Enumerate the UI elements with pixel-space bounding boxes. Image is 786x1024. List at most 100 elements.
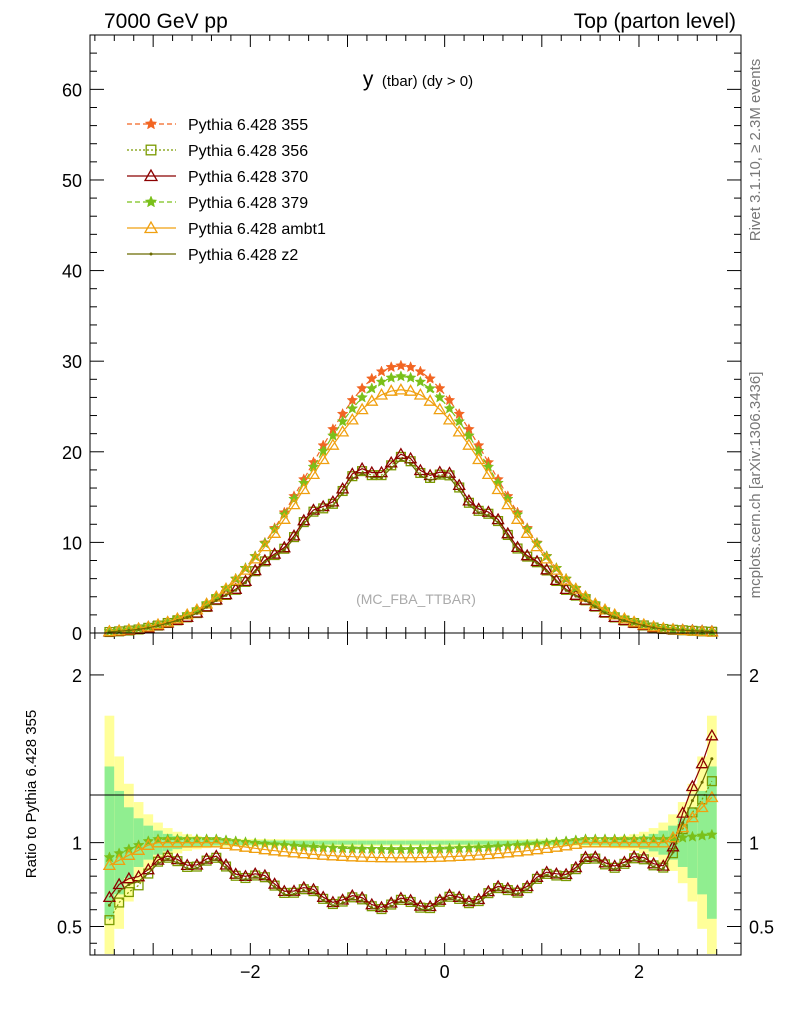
data-point — [559, 573, 573, 585]
ratio-point — [127, 882, 131, 886]
data-point — [277, 512, 291, 524]
ratio-point — [549, 840, 564, 852]
ratio-point — [506, 890, 510, 894]
data-point — [671, 628, 675, 632]
legend-marker — [144, 195, 158, 208]
data-point — [394, 382, 408, 395]
x-tick-label: 0 — [440, 962, 450, 982]
ratio-point — [705, 828, 718, 840]
data-point — [520, 526, 534, 538]
ratio-point — [297, 846, 311, 859]
ratio-point — [413, 850, 428, 863]
data-point — [375, 365, 388, 377]
ratio-point — [267, 843, 282, 856]
ratio-point — [564, 876, 568, 880]
data-point — [127, 628, 131, 632]
data-point — [540, 551, 554, 564]
data-point — [549, 563, 564, 575]
data-point — [341, 491, 345, 495]
data-point — [413, 387, 428, 400]
ratio-point — [102, 890, 117, 903]
ratio-point — [516, 892, 520, 896]
data-point — [161, 615, 175, 627]
data-point — [306, 467, 321, 480]
data-point — [311, 511, 315, 515]
data-point — [584, 599, 588, 603]
ratio-point — [175, 861, 179, 865]
ratio-point — [685, 779, 700, 792]
ratio-point — [403, 850, 418, 863]
ratio-point — [360, 899, 364, 903]
data-point — [137, 627, 141, 631]
ratio-point — [690, 799, 694, 803]
ratio-point — [146, 871, 150, 875]
ratio-point — [394, 850, 408, 863]
ratio-point — [214, 857, 218, 861]
data-point — [622, 619, 626, 623]
y-tick-label: 50 — [62, 171, 82, 191]
ratio-point — [511, 839, 524, 851]
data-point — [516, 548, 520, 552]
ratio-point — [510, 844, 525, 857]
data-point — [560, 572, 572, 584]
data-point — [496, 521, 500, 525]
data-point — [384, 384, 398, 396]
data-point — [467, 503, 471, 507]
data-point — [112, 623, 126, 636]
data-point — [442, 412, 457, 425]
data-point — [681, 628, 685, 632]
ratio-point — [190, 835, 204, 848]
ratio-point — [642, 859, 646, 863]
data-point — [395, 370, 407, 382]
ratio-point — [123, 886, 134, 898]
ratio-point — [584, 859, 588, 863]
ratio-point — [302, 889, 306, 893]
ratio-tick-label: 1 — [72, 834, 82, 854]
ratio-point — [671, 850, 675, 854]
data-point — [462, 438, 476, 450]
ratio-point — [681, 821, 685, 825]
data-point — [438, 475, 442, 479]
ratio-point — [646, 835, 661, 848]
data-point — [250, 566, 261, 577]
data-point — [214, 598, 218, 602]
data-point — [229, 573, 243, 585]
ratio-tick-label: 1 — [749, 834, 759, 854]
ratio-point — [588, 835, 602, 848]
ratio-point — [477, 901, 481, 905]
legend-marker — [143, 168, 159, 182]
band-inner — [104, 766, 115, 919]
data-point — [418, 474, 422, 478]
ratio-point — [695, 800, 709, 813]
data-point — [486, 513, 490, 517]
ratio-point — [545, 874, 549, 878]
data-point — [452, 424, 466, 437]
data-point — [569, 581, 582, 593]
data-point — [656, 621, 670, 634]
data-point — [617, 611, 632, 624]
ratio-point — [273, 885, 277, 889]
main-series — [102, 359, 719, 638]
ratio-point — [156, 861, 160, 865]
ratio-point — [491, 846, 505, 859]
y-tick-label: 20 — [62, 443, 82, 463]
data-point — [433, 391, 446, 403]
data-point — [122, 622, 136, 635]
data-point — [102, 624, 117, 637]
ratio-point — [593, 858, 597, 862]
data-point — [336, 415, 349, 427]
ratio-tick-label: 2 — [749, 666, 759, 686]
ratio-point — [486, 893, 490, 897]
data-point — [141, 619, 155, 632]
ratio-point — [695, 756, 709, 769]
ratio-point — [676, 820, 690, 833]
ratio-series — [102, 728, 719, 926]
data-point — [238, 563, 253, 575]
data-point — [292, 536, 296, 540]
ratio-point — [535, 879, 539, 883]
data-point — [238, 574, 253, 587]
y-tick-label: 10 — [62, 533, 82, 553]
data-point — [501, 497, 515, 510]
ratio-point — [520, 843, 534, 856]
data-point — [554, 580, 558, 584]
